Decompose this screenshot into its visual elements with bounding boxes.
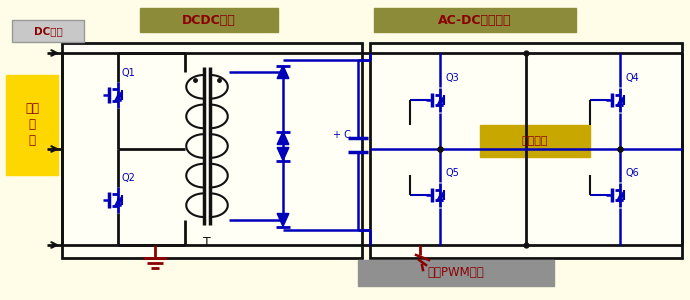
- Text: 交流輸出: 交流輸出: [522, 136, 549, 146]
- Bar: [12, 20, 84, 42]
- Bar: [374, 8, 576, 32]
- Text: DC輸入: DC輸入: [34, 26, 62, 36]
- Text: Q6: Q6: [625, 168, 639, 178]
- Bar: [358, 260, 554, 286]
- Text: Q3: Q3: [445, 73, 459, 83]
- Bar: [480, 125, 590, 157]
- Bar: [6, 75, 58, 175]
- Polygon shape: [441, 96, 444, 103]
- Text: + C: + C: [333, 130, 351, 140]
- Polygon shape: [277, 65, 289, 79]
- Bar: [370, 43, 682, 258]
- Text: DCDC升壓: DCDC升壓: [182, 14, 236, 26]
- Text: Q2: Q2: [121, 173, 135, 183]
- Text: 推挽
控
制: 推挽 控 制: [25, 103, 39, 148]
- Text: Q4: Q4: [625, 73, 639, 83]
- Bar: [140, 8, 278, 32]
- Text: Q1: Q1: [121, 68, 135, 78]
- Polygon shape: [119, 91, 122, 99]
- Polygon shape: [277, 148, 289, 160]
- Polygon shape: [277, 131, 289, 145]
- Polygon shape: [119, 196, 122, 204]
- Text: 全橋PWM控制: 全橋PWM控制: [428, 266, 484, 280]
- Polygon shape: [277, 214, 289, 226]
- Bar: [62, 43, 362, 258]
- Text: AC-DC全橋逆變: AC-DC全橋逆變: [438, 14, 512, 26]
- Text: T: T: [203, 236, 211, 250]
- Polygon shape: [621, 191, 624, 199]
- Polygon shape: [441, 191, 444, 199]
- Polygon shape: [621, 96, 624, 103]
- Text: Q5: Q5: [445, 168, 459, 178]
